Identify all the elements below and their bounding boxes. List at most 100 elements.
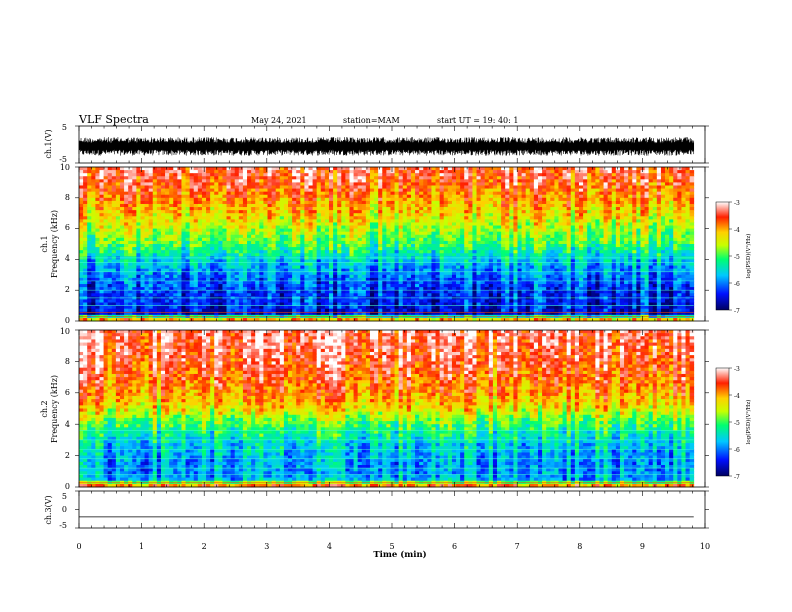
spectrogram-cell [447, 222, 453, 226]
spectrogram-cell [460, 240, 465, 245]
spectrogram-cell [181, 268, 186, 273]
spectrogram-cell [140, 274, 145, 279]
spectrogram-cell [398, 179, 404, 183]
spectrogram-cell [103, 311, 109, 316]
spectrogram-cell [210, 182, 215, 186]
spectrogram-cell [91, 182, 96, 186]
spectrogram-cell [283, 305, 289, 310]
spectrogram-cell [132, 271, 137, 276]
spectrogram-cell [119, 274, 125, 279]
spectrogram-cell [201, 302, 207, 306]
spectrogram-cell [300, 247, 305, 251]
spectrogram-cell [456, 274, 461, 279]
spectrogram-cell [464, 197, 469, 202]
spectrogram-cell [99, 259, 104, 263]
spectrogram-cell [292, 191, 297, 196]
spectrogram-cell [111, 259, 117, 263]
spectrogram-cell [341, 185, 346, 189]
spectrogram-cell [439, 207, 445, 211]
spectrogram-cell [288, 262, 293, 266]
spectrogram-cell [378, 253, 383, 257]
spectrogram-cell [353, 253, 359, 257]
spectrogram-cell [468, 284, 473, 288]
spectrogram-cell [304, 247, 309, 251]
spectrogram-cell [353, 290, 359, 294]
spectrogram-cell [193, 203, 199, 208]
spectrogram-cell [185, 234, 191, 239]
spectrogram-cell [242, 317, 248, 322]
spectrogram-cell [218, 197, 223, 202]
spectrogram-cell [341, 244, 346, 248]
spectrogram-cell [230, 228, 236, 233]
spectrogram-cell [95, 265, 100, 270]
spectrogram-cell [357, 262, 363, 266]
spectrogram-cell [230, 231, 236, 236]
spectrogram-cell [259, 185, 264, 189]
spectrogram-cell [181, 280, 186, 285]
spectrogram-cell [316, 274, 322, 279]
spectrogram-cell [369, 247, 375, 251]
spectrogram-cell [324, 207, 330, 211]
spectrogram-cell [140, 219, 145, 223]
spectrogram-cell [304, 185, 309, 189]
spectrogram-cell [234, 274, 240, 279]
spectrogram-cell [390, 244, 395, 248]
spectrogram-cell [128, 210, 133, 214]
spectrogram-cell [283, 200, 289, 205]
spectrogram-cell [107, 271, 113, 276]
spectrogram-cell [95, 197, 100, 202]
spectrogram-cell [357, 280, 363, 285]
spectrogram-cell [333, 280, 338, 285]
spectrogram-cell [185, 237, 191, 242]
spectrogram-cell [365, 299, 371, 303]
spectrogram-cell [439, 179, 445, 183]
spectrogram-cell [181, 219, 186, 223]
spectrogram-cell [292, 225, 297, 229]
spectrogram-cell [189, 284, 195, 288]
spectrogram-cell [165, 213, 170, 217]
spectrogram-cell [185, 210, 191, 214]
spectrogram-cell [435, 225, 441, 229]
spectrogram-cell [91, 188, 96, 193]
spectrogram-cell [148, 240, 154, 245]
spectrogram-cell [263, 219, 268, 223]
spectrogram-cell [197, 203, 203, 208]
spectrogram-cell [177, 265, 182, 270]
spectrogram-cell [345, 265, 350, 270]
spectrogram-cell [427, 240, 432, 245]
spectrogram-cell [435, 299, 441, 303]
spectrogram-cell [83, 262, 88, 266]
spectrogram-cell [398, 167, 404, 171]
spectrogram-cell [312, 237, 318, 242]
spectrogram-cell [443, 197, 449, 202]
spectrogram-cell [410, 234, 416, 239]
spectrogram-cell [136, 259, 141, 263]
spectrogram-cell [464, 207, 469, 211]
spectrogram-cell [128, 293, 133, 297]
spectrogram-cell [107, 225, 113, 229]
spectrogram-cell [197, 277, 203, 282]
spectrogram-cell [316, 194, 322, 199]
spectrogram-cell [386, 240, 391, 245]
spectrogram-cell [275, 173, 281, 177]
spectrogram-cell [345, 253, 350, 257]
spectrogram-cell [427, 216, 432, 220]
spectrogram-cell [201, 231, 207, 236]
spectrogram-cell [206, 274, 211, 279]
spectrogram-cell [394, 247, 400, 251]
spectrogram-cell [156, 299, 162, 303]
spectrogram-cell [79, 188, 84, 193]
spectrogram-cell [169, 287, 174, 291]
spectrogram-cell [197, 293, 203, 297]
spectrogram-cell [415, 188, 420, 193]
spectrogram-cell [259, 302, 264, 306]
spectrogram-cell [79, 167, 84, 171]
spectrogram-cell [79, 207, 84, 211]
spectrogram-cell [140, 308, 145, 313]
spectrogram-cell [140, 290, 145, 294]
spectrogram-cell [333, 231, 338, 236]
spectrogram-cell [111, 167, 117, 171]
spectrogram-cell [349, 274, 354, 279]
spectrogram-cell [177, 253, 182, 257]
spectrogram-cell [279, 265, 285, 270]
